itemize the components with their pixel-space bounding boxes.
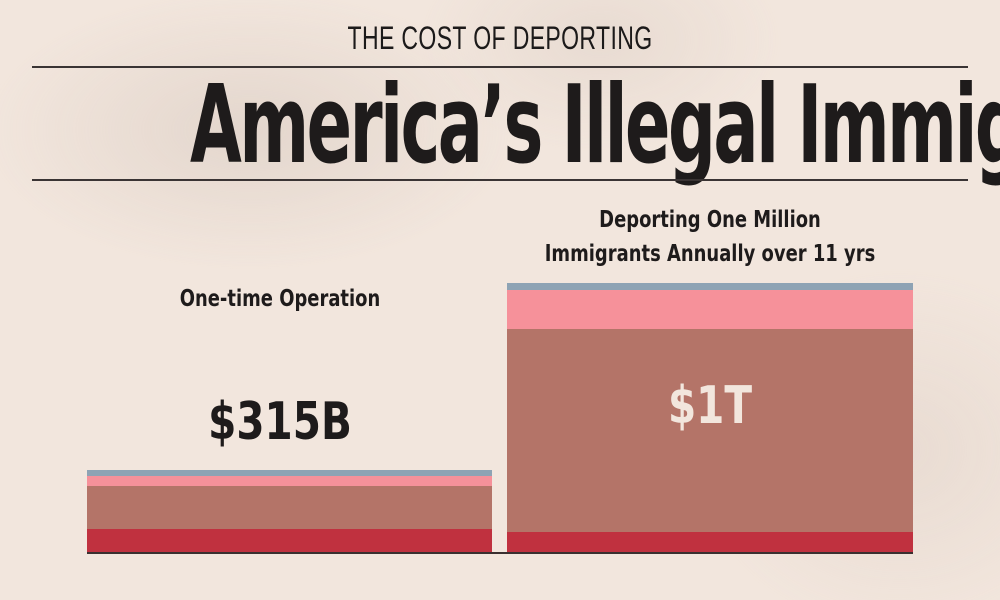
bar-segment-blue [507,283,913,290]
bar-segment-brown [507,329,913,532]
bar-segment-pink [507,290,913,329]
bar-value-annual: $1T [667,376,753,436]
bar-segment-pink [87,476,492,486]
bar-segment-brown [87,486,492,529]
bar-one-time [87,470,492,552]
bar-segment-blue [87,470,492,476]
bar-segment-red [87,529,492,552]
bar-segment-red [507,532,913,552]
chart-title: America’s Illegal Immigrants [190,63,1000,188]
bottom-rule [32,179,968,181]
bar-annual [507,283,913,552]
chart-kicker: THE COST OF DEPORTING [347,20,653,56]
bar-value-one-time: $315B [208,392,352,452]
top-rule [32,66,968,68]
bar-label-annual-line2: Immigrants Annually over 11 yrs [544,241,876,267]
bar-label-one-time: One-time Operation [179,286,381,312]
chart-baseline [87,552,913,554]
bar-label-annual-line1: Deporting One Million [599,207,821,233]
